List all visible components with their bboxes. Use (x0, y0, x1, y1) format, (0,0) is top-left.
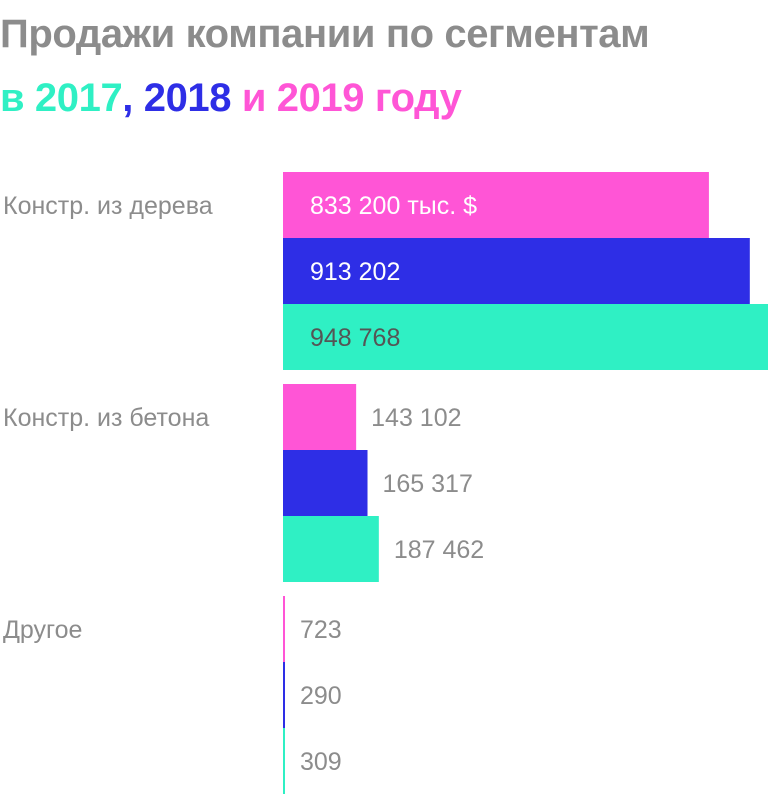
bar-2019 (283, 596, 285, 662)
title-separator-2: и (231, 76, 277, 120)
bar-2018 (283, 450, 368, 516)
bar-2018 (283, 238, 750, 304)
category-label: Констр. из дерева (3, 192, 213, 220)
title-suffix: году (364, 76, 462, 120)
data-label: 913 202 (310, 258, 400, 286)
bar-2018 (283, 662, 285, 728)
data-label: 290 (300, 682, 342, 710)
title-line-2: в 2017, 2018 и 2019 году (0, 70, 649, 126)
title-line-1: Продажи компании по сегментам (0, 12, 650, 56)
data-label: 187 462 (394, 536, 484, 564)
title-year-2019: 2019 (276, 76, 365, 120)
bar-2019 (283, 384, 357, 450)
bar-2019 (283, 172, 709, 238)
title-separator-1: , (122, 76, 144, 120)
title-year-2017: 2017 (34, 76, 123, 120)
bar-2017 (283, 516, 379, 582)
title-year-2018: 2018 (143, 76, 232, 120)
data-label: 833 200 тыс. $ (310, 192, 477, 220)
chart-title: Продажи компании по сегментам в 2017, 20… (0, 6, 650, 126)
category-label: Констр. из бетона (3, 404, 209, 432)
data-label: 143 102 (371, 404, 461, 432)
category-label: Другое (3, 616, 82, 644)
bar-2017 (283, 304, 768, 370)
data-label: 723 (300, 616, 342, 644)
data-label: 165 317 (383, 470, 473, 498)
data-label: 309 (300, 748, 342, 776)
data-label: 948 768 (310, 324, 400, 352)
title-prefix: в (0, 76, 35, 120)
bar-2017 (283, 728, 285, 794)
